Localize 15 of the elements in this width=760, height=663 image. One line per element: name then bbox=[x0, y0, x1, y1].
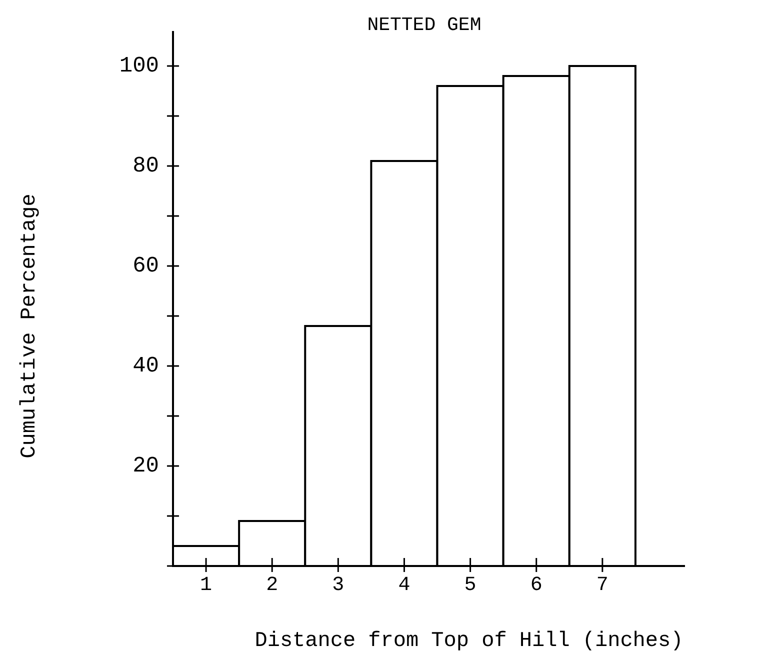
x-tick-label: 2 bbox=[266, 574, 278, 597]
y-tick-label: 60 bbox=[132, 254, 159, 278]
x-tick-label: 7 bbox=[596, 574, 608, 597]
y-axis-title: Cumulative Percentage bbox=[18, 194, 42, 458]
chart-title: NETTED GEM bbox=[367, 14, 482, 36]
x-tick-label: 4 bbox=[398, 574, 410, 597]
x-axis-title: Distance from Top of Hill (inches) bbox=[254, 630, 684, 653]
x-tick-label: 1 bbox=[200, 574, 212, 597]
x-tick-label: 3 bbox=[332, 574, 344, 597]
y-tick-label: 40 bbox=[132, 354, 159, 378]
x-tick-label: 6 bbox=[530, 574, 542, 597]
y-tick-label: 20 bbox=[132, 454, 159, 478]
x-tick-label: 5 bbox=[464, 574, 476, 597]
y-tick-label: 80 bbox=[132, 154, 159, 178]
y-tick-label: 100 bbox=[119, 54, 159, 78]
